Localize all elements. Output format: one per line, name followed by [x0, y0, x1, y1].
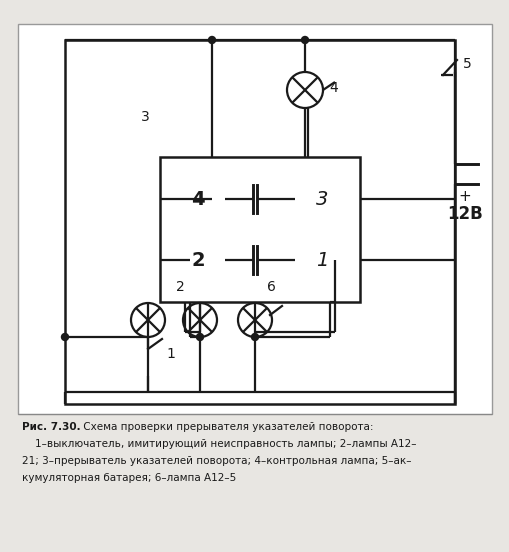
Text: Схема проверки прерывателя указателей поворота:: Схема проверки прерывателя указателей по…: [80, 422, 373, 432]
Text: 1: 1: [165, 347, 175, 361]
Text: 1–выключатель, имитирующий неисправность лампы; 2–лампы А12–: 1–выключатель, имитирующий неисправность…: [22, 439, 416, 449]
Text: кумуляторная батарея; 6–лампа А12–5: кумуляторная батарея; 6–лампа А12–5: [22, 473, 236, 483]
Circle shape: [301, 36, 308, 44]
Circle shape: [251, 333, 258, 341]
Text: 6: 6: [266, 280, 275, 294]
Bar: [160, 157, 359, 302]
Circle shape: [208, 36, 215, 44]
Bar: [65, 40, 454, 404]
Text: 4: 4: [328, 81, 337, 95]
Text: 2: 2: [175, 280, 184, 294]
Circle shape: [196, 333, 203, 341]
Text: 5: 5: [462, 57, 471, 71]
Text: 3: 3: [140, 110, 149, 124]
Text: Рис. 7.30.: Рис. 7.30.: [22, 422, 80, 432]
Text: 4: 4: [191, 189, 205, 209]
Text: 2: 2: [191, 251, 205, 269]
Text: 21; 3–прерыватель указателей поворота; 4–контрольная лампа; 5–ак–: 21; 3–прерыватель указателей поворота; 4…: [22, 456, 411, 466]
Text: 1: 1: [315, 251, 328, 269]
Text: 12В: 12В: [446, 205, 482, 223]
Bar: [18, 24, 491, 414]
Circle shape: [62, 333, 68, 341]
Text: +: +: [458, 188, 470, 204]
Text: 3: 3: [315, 189, 328, 209]
